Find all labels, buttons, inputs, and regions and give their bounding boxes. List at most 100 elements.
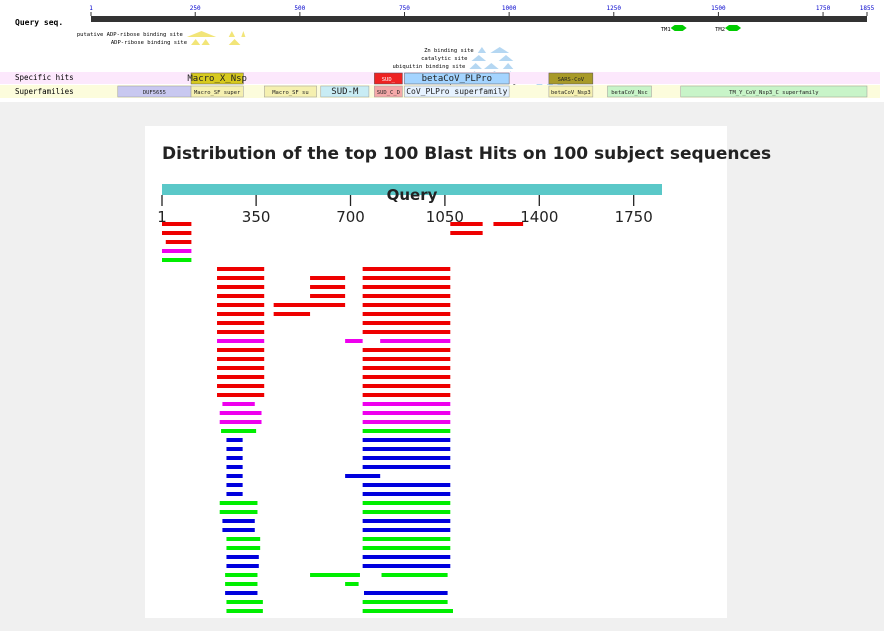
blast-hit-segment[interactable]: [217, 339, 265, 343]
superfamily-box[interactable]: [374, 85, 403, 98]
tm-marker[interactable]: [670, 25, 687, 31]
site-marker[interactable]: [228, 31, 235, 37]
specific-hit-box[interactable]: [404, 72, 510, 85]
blast-hit-segment[interactable]: [217, 393, 265, 397]
tm-marker[interactable]: [725, 25, 742, 31]
site-label[interactable]: ubiquitin binding site: [393, 64, 466, 70]
blast-hit-segment[interactable]: [226, 492, 243, 496]
blast-hit-segment[interactable]: [362, 303, 451, 307]
site-marker[interactable]: [484, 63, 499, 69]
blast-hit-segment[interactable]: [310, 276, 346, 280]
blast-hit-segment[interactable]: [226, 546, 261, 550]
site-marker[interactable]: [201, 39, 210, 45]
site-label[interactable]: ADP-ribose binding site: [111, 40, 187, 46]
blast-hit-segment[interactable]: [362, 321, 451, 325]
site-marker[interactable]: [469, 63, 482, 69]
blast-hit-segment[interactable]: [362, 348, 451, 352]
blast-hit-segment[interactable]: [381, 573, 448, 577]
blast-hit-segment[interactable]: [162, 231, 192, 235]
blast-hit-segment[interactable]: [362, 519, 451, 523]
blast-hit-segment[interactable]: [226, 609, 263, 613]
site-marker[interactable]: [477, 47, 487, 53]
blast-hit-segment[interactable]: [362, 447, 451, 451]
blast-hit-segment[interactable]: [362, 555, 451, 559]
superfamily-box[interactable]: [190, 85, 244, 98]
blast-hit-segment[interactable]: [226, 564, 259, 568]
blast-hit-segment[interactable]: [219, 510, 258, 514]
blast-hit-segment[interactable]: [162, 249, 192, 253]
blast-hit-segment[interactable]: [219, 420, 262, 424]
blast-hit-segment[interactable]: [225, 582, 258, 586]
blast-hit-segment[interactable]: [226, 465, 243, 469]
blast-hit-segment[interactable]: [217, 285, 265, 289]
blast-hit-segment[interactable]: [219, 411, 262, 415]
blast-hit-segment[interactable]: [362, 546, 451, 550]
blast-hit-segment[interactable]: [222, 519, 255, 523]
blast-hit-segment[interactable]: [225, 591, 258, 595]
site-label[interactable]: putative ADP-ribose binding site: [77, 32, 183, 38]
blast-hit-segment[interactable]: [362, 465, 451, 469]
blast-hit-segment[interactable]: [219, 501, 258, 505]
blast-hit-segment[interactable]: [362, 357, 451, 361]
blast-hit-segment[interactable]: [217, 330, 265, 334]
superfamily-box[interactable]: [264, 85, 317, 98]
blast-hit-segment[interactable]: [362, 501, 451, 505]
site-marker[interactable]: [471, 55, 487, 61]
specific-hit-box[interactable]: [190, 72, 244, 85]
site-marker[interactable]: [241, 31, 246, 37]
blast-hit-segment[interactable]: [362, 528, 451, 532]
blast-hit-segment[interactable]: [362, 564, 451, 568]
site-marker[interactable]: [498, 55, 514, 61]
superfamily-box[interactable]: [320, 85, 370, 98]
blast-hit-segment[interactable]: [222, 528, 255, 532]
blast-hit-segment[interactable]: [362, 276, 451, 280]
blast-hit-segment[interactable]: [217, 357, 265, 361]
blast-hit-segment[interactable]: [362, 393, 451, 397]
blast-hit-segment[interactable]: [226, 474, 243, 478]
blast-hit-segment[interactable]: [217, 321, 265, 325]
superfamily-box[interactable]: [607, 85, 652, 98]
site-marker[interactable]: [502, 63, 514, 69]
blast-hit-segment[interactable]: [221, 429, 257, 433]
blast-hit-segment[interactable]: [362, 429, 451, 433]
blast-hit-segment[interactable]: [217, 375, 265, 379]
blast-hit-segment[interactable]: [362, 267, 451, 271]
blast-hit-segment[interactable]: [450, 231, 483, 235]
blast-hit-segment[interactable]: [217, 303, 265, 307]
specific-hit-box[interactable]: [548, 72, 594, 85]
blast-hit-segment[interactable]: [362, 492, 451, 496]
blast-hit-segment[interactable]: [273, 312, 311, 316]
blast-hit-segment[interactable]: [345, 582, 359, 586]
specific-hit-box[interactable]: [374, 72, 403, 85]
blast-hit-segment[interactable]: [310, 285, 346, 289]
blast-hit-segment[interactable]: [162, 258, 192, 262]
blast-hit-segment[interactable]: [362, 483, 451, 487]
blast-hit-segment[interactable]: [493, 222, 524, 226]
blast-hit-segment[interactable]: [217, 294, 265, 298]
blast-hit-segment[interactable]: [273, 303, 346, 307]
blast-hit-segment[interactable]: [226, 438, 243, 442]
blast-hit-segment[interactable]: [217, 384, 265, 388]
superfamily-box[interactable]: [404, 85, 510, 98]
site-label[interactable]: Zn binding site: [424, 48, 474, 54]
blast-hit-segment[interactable]: [380, 339, 451, 343]
blast-hit-segment[interactable]: [362, 600, 448, 604]
blast-hit-segment[interactable]: [226, 537, 261, 541]
blast-hit-segment[interactable]: [362, 330, 451, 334]
blast-hit-segment[interactable]: [362, 411, 451, 415]
blast-hit-segment[interactable]: [226, 483, 243, 487]
blast-hit-segment[interactable]: [362, 402, 451, 406]
site-marker[interactable]: [186, 31, 217, 37]
blast-hit-segment[interactable]: [226, 600, 263, 604]
blast-hit-segment[interactable]: [362, 375, 451, 379]
blast-hit-segment[interactable]: [217, 276, 265, 280]
blast-hit-segment[interactable]: [362, 294, 451, 298]
blast-hit-segment[interactable]: [362, 384, 451, 388]
blast-hit-segment[interactable]: [450, 222, 483, 226]
blast-hit-segment[interactable]: [310, 294, 346, 298]
blast-hit-segment[interactable]: [362, 366, 451, 370]
blast-hit-segment[interactable]: [217, 348, 265, 352]
blast-hit-segment[interactable]: [345, 339, 363, 343]
blast-hit-segment[interactable]: [226, 456, 243, 460]
blast-hit-segment[interactable]: [362, 285, 451, 289]
